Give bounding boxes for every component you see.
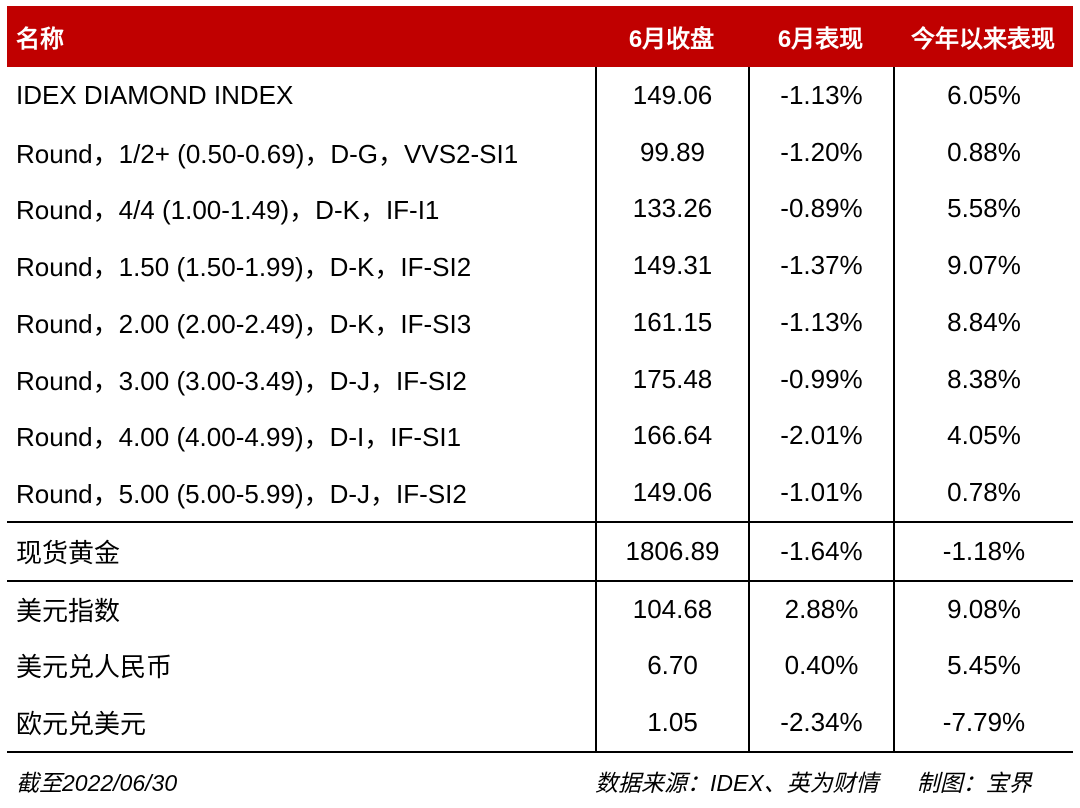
row-june-close: 161.15 — [595, 294, 748, 351]
row-name: Round，4.00 (4.00-4.99)，D-I，IF-SI1 — [16, 422, 462, 453]
as-of-date: 截至2022/06/30 — [16, 769, 178, 796]
row-ytd-performance: 6.05% — [893, 67, 1073, 124]
row-name: Round，1.50 (1.50-1.99)，D-K，IF-SI2 — [16, 252, 472, 283]
row-name: Round，1/2+ (0.50-0.69)，D-G，VVS2-SI1 — [16, 138, 519, 169]
row-june-performance: -2.01% — [748, 407, 893, 465]
chart-credit-note: 制图：宝界 — [916, 769, 1032, 796]
row-june-close: 149.31 — [595, 237, 748, 294]
table-row: 美元兑人民币 6.70 0.40% 5.45% — [7, 637, 1073, 694]
table-row: Round，2.00 (2.00-2.49)，D-K，IF-SI3 161.15-… — [7, 294, 1073, 351]
row-name: 现货黄金 — [16, 538, 121, 568]
table-footer: 截至2022/06/30 数据来源：IDEX、英为财情 制图：宝界 — [7, 751, 1073, 808]
row-june-performance: -1.13% — [748, 294, 893, 351]
row-june-performance: -1.01% — [748, 464, 893, 521]
row-june-performance: 0.40% — [748, 637, 893, 694]
row-ytd-performance: 9.08% — [893, 582, 1073, 637]
table-row: IDEX DIAMOND INDEX 149.06 -1.13% 6.05% — [7, 67, 1073, 124]
table-row: 欧元兑美元 1.05 -2.34% -7.79% — [7, 694, 1073, 751]
row-june-performance: -0.99% — [748, 350, 893, 408]
row-june-performance: -1.13% — [748, 67, 893, 124]
header-ytd-performance-column: 今年以来表现 — [911, 26, 1055, 53]
table-row: 美元指数 104.68 2.88% 9.08% — [7, 580, 1073, 637]
header-name-column: 名称 — [16, 26, 64, 53]
row-name: Round，2.00 (2.00-2.49)，D-K，IF-SI3 — [16, 308, 472, 339]
row-name: Round，3.00 (3.00-3.49)，D-J，IF-SI2 — [16, 365, 467, 396]
header-june-close-column: 6月收盘 — [628, 26, 715, 53]
row-name: IDEX DIAMOND INDEX — [16, 79, 294, 110]
row-ytd-performance: 8.38% — [893, 350, 1073, 408]
row-name: Round，4/4 (1.00-1.49)，D-K，IF-I1 — [16, 195, 440, 226]
row-ytd-performance: 9.07% — [893, 237, 1073, 294]
row-june-performance: -1.37% — [748, 237, 893, 294]
row-june-performance: -2.34% — [748, 694, 893, 751]
table-row: Round，3.00 (3.00-3.49)，D-J，IF-SI2 175.48-… — [7, 350, 1073, 408]
row-june-close: 149.06 — [595, 67, 748, 124]
row-ytd-performance: 0.78% — [893, 464, 1073, 521]
table-row: Round，4/4 (1.00-1.49)，D-K，IF-I1 133.26 -0.… — [7, 180, 1073, 238]
row-june-close: 99.89 — [595, 123, 748, 181]
table-row: Round，4.00 (4.00-4.99)，D-I，IF-SI1 166.64-… — [7, 407, 1073, 465]
row-june-performance: 2.88% — [748, 582, 893, 637]
data-source-note: 数据来源：IDEX、英为财情 — [595, 769, 879, 796]
row-june-close: 104.68 — [595, 582, 748, 637]
row-name: 欧元兑美元 — [16, 709, 147, 739]
row-ytd-performance: 4.05% — [893, 407, 1073, 465]
row-june-performance: -0.89% — [748, 180, 893, 238]
row-june-close: 1806.89 — [595, 523, 748, 580]
table-row: Round，1.50 (1.50-1.99)，D-K，IF-SI2 149.31-… — [7, 237, 1073, 294]
row-june-close: 149.06 — [595, 464, 748, 521]
row-june-close: 1.05 — [595, 694, 748, 751]
row-june-close: 133.26 — [595, 180, 748, 238]
table-row: 现货黄金 1806.89 -1.64% -1.18% — [7, 521, 1073, 580]
row-june-performance: -1.64% — [748, 523, 893, 580]
row-june-performance: -1.20% — [748, 123, 893, 181]
table-row: Round，5.00 (5.00-5.99)，D-J，IF-SI2 149.06-… — [7, 464, 1073, 521]
row-ytd-performance: -1.18% — [893, 523, 1073, 580]
row-name: 美元指数 — [16, 596, 121, 626]
header-june-performance-column: 6月表现 — [777, 26, 864, 53]
row-june-close: 175.48 — [595, 350, 748, 408]
row-june-close: 166.64 — [595, 407, 748, 465]
row-name: 美元兑人民币 — [16, 652, 173, 682]
row-ytd-performance: 5.58% — [893, 180, 1073, 238]
row-ytd-performance: 0.88% — [893, 123, 1073, 181]
row-ytd-performance: 5.45% — [893, 637, 1073, 694]
row-name: Round，5.00 (5.00-5.99)，D-J，IF-SI2 — [16, 479, 467, 510]
price-table: 名称 6月收盘 6月表现 今年以来表现 IDEX DIAMOND INDEX 14… — [7, 6, 1073, 808]
table-header-row: 名称 6月收盘 6月表现 今年以来表现 — [7, 6, 1073, 67]
row-ytd-performance: 8.84% — [893, 294, 1073, 351]
row-june-close: 6.70 — [595, 637, 748, 694]
table-body: IDEX DIAMOND INDEX 149.06 -1.13% 6.05% Round… — [7, 67, 1073, 751]
row-ytd-performance: -7.79% — [893, 694, 1073, 751]
footer-credits: 数据来源：IDEX、英为财情 制图：宝界 — [595, 764, 1032, 798]
table-row: Round，1/2+ (0.50-0.69)，D-G，VVS2-SI1 99.89… — [7, 123, 1073, 181]
